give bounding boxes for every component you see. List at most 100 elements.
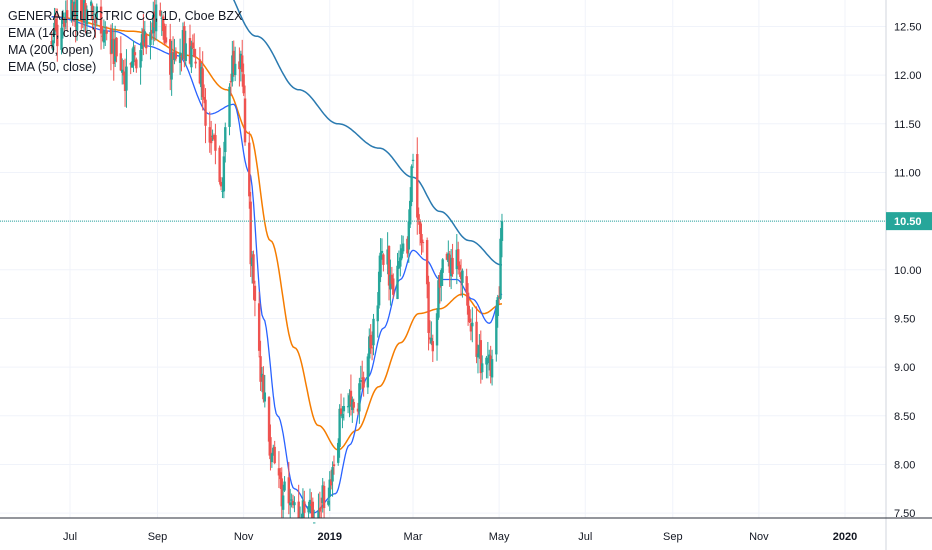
- candle-body: [204, 99, 207, 126]
- candle-body: [495, 310, 498, 355]
- candle-body: [61, 12, 65, 25]
- candle-body: [101, 35, 104, 37]
- candle-body: [499, 238, 502, 299]
- candle-body: [440, 270, 443, 287]
- candle-body: [410, 166, 413, 203]
- y-tick-label: 8.00: [894, 459, 915, 471]
- candle-body: [331, 467, 334, 482]
- candle-body: [50, 41, 53, 45]
- candle-body: [332, 464, 336, 467]
- candle-body: [89, 1, 93, 6]
- y-tick-label: 11.00: [894, 167, 921, 179]
- candle-body: [310, 504, 313, 506]
- y-tick-label: 9.50: [894, 313, 915, 325]
- candle-body: [317, 510, 320, 518]
- legend-ma200: MA (200, open): [8, 43, 94, 57]
- candle-body: [260, 373, 264, 378]
- candle-body: [448, 254, 451, 273]
- candle-body: [455, 249, 458, 270]
- candle-body: [406, 238, 409, 254]
- y-tick-label: 12.00: [894, 70, 922, 82]
- candle-body: [232, 50, 235, 73]
- candle-body: [471, 322, 474, 327]
- candle-body: [322, 485, 326, 509]
- candle-body: [75, 0, 79, 31]
- candle-body: [342, 406, 346, 412]
- candle-body: [125, 66, 128, 91]
- candle-body: [214, 135, 217, 151]
- candle-body: [337, 442, 340, 463]
- candle-body: [119, 53, 123, 71]
- candle-body: [85, 9, 89, 25]
- candle-body: [60, 27, 63, 50]
- candle-body: [428, 337, 432, 340]
- candle-body: [142, 29, 145, 46]
- candle-body: [362, 377, 365, 388]
- candle-body: [497, 295, 501, 297]
- candle-body: [283, 481, 286, 491]
- candle-body: [129, 63, 132, 65]
- candle-body: [279, 472, 282, 480]
- candle-body: [74, 4, 77, 27]
- candle-body: [53, 22, 56, 35]
- candle-body: [475, 321, 478, 357]
- candle-body: [243, 98, 247, 143]
- candle-body: [262, 374, 265, 400]
- candle-body: [479, 340, 482, 374]
- candle-body: [420, 234, 423, 244]
- candle-body: [430, 337, 433, 344]
- candle-body: [451, 257, 454, 275]
- candle-body: [211, 135, 214, 138]
- candle-body: [64, 12, 67, 23]
- candle-body: [465, 276, 468, 293]
- x-tick-label: 2020: [833, 531, 857, 543]
- candle-body: [490, 359, 494, 378]
- candle-body: [224, 127, 227, 153]
- candle-body: [164, 37, 168, 43]
- candle-body: [390, 274, 394, 284]
- candle-body: [212, 135, 216, 140]
- candle-body: [201, 68, 204, 98]
- candle-body: [140, 34, 144, 49]
- candle-body: [200, 67, 203, 88]
- candle-body: [242, 74, 245, 94]
- candle-body: [259, 356, 262, 382]
- candle-body: [181, 30, 185, 59]
- candle-body: [174, 51, 178, 59]
- candle-body: [417, 214, 420, 220]
- legend: GENERAL ELECTRIC CO, 1D, Cboe BZX EMA (1…: [8, 8, 242, 76]
- candle-body: [173, 52, 176, 61]
- candle-body: [297, 501, 300, 518]
- candle-body: [457, 249, 460, 266]
- candle-body: [447, 253, 450, 263]
- y-tick-label: 12.50: [894, 21, 922, 33]
- candle-body: [359, 380, 363, 383]
- ma200-line: [233, 0, 503, 266]
- candle-body: [169, 39, 172, 75]
- candle-body: [63, 17, 66, 27]
- candle-body: [160, 17, 163, 19]
- candle-body: [459, 272, 463, 280]
- candle-body: [218, 147, 221, 183]
- candle-body: [468, 309, 471, 323]
- candle-body: [104, 31, 107, 34]
- candle-body: [113, 40, 117, 62]
- candle-body: [221, 190, 224, 192]
- y-tick-label: 8.50: [894, 411, 915, 423]
- legend-ema14: EMA (14, close): [8, 26, 97, 40]
- candle-body: [263, 392, 267, 402]
- candle-body: [70, 0, 73, 20]
- candle-body: [121, 69, 124, 73]
- candle-body: [449, 257, 453, 277]
- candle-body: [154, 4, 158, 32]
- candle-body: [289, 502, 292, 506]
- candle-body: [346, 406, 350, 408]
- candle-body: [159, 10, 162, 16]
- candle-body: [392, 278, 395, 295]
- candle-body: [320, 507, 323, 509]
- candle-body: [135, 59, 138, 69]
- candle-body: [161, 16, 165, 32]
- candle-body: [54, 18, 58, 31]
